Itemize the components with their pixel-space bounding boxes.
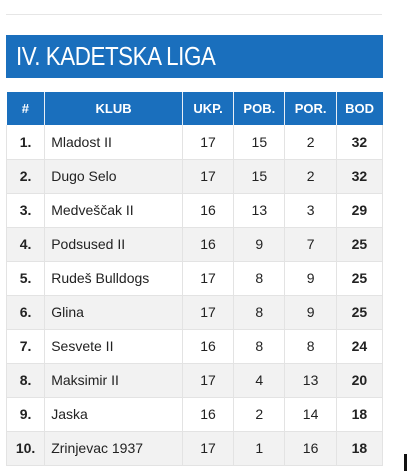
row-position: 7. [5, 329, 45, 364]
row-won: 8 [233, 295, 285, 330]
league-title-bar: IV. KADETSKA LIGA [6, 35, 383, 78]
row-points: 29 [335, 193, 384, 228]
row-club: Medveščak II [44, 193, 183, 228]
row-played: 16 [181, 329, 234, 364]
table-row: 3. Medveščak II 16 13 3 29 [5, 193, 384, 228]
row-club: Podsused II [44, 227, 183, 262]
row-played: 16 [181, 193, 234, 228]
row-points: 18 [335, 397, 384, 432]
row-played: 17 [181, 125, 234, 160]
row-won: 15 [233, 159, 285, 194]
row-played: 17 [181, 261, 234, 296]
row-played: 17 [181, 431, 234, 466]
row-position: 6. [5, 295, 45, 330]
row-position: 5. [5, 261, 45, 296]
header-won: POB. [233, 92, 285, 125]
table-row: 10. Zrinjevac 1937 17 1 16 18 [5, 431, 384, 466]
table-row: 9. Jaska 16 2 14 18 [5, 397, 384, 432]
row-lost: 14 [284, 397, 337, 432]
table-header-row: # KLUB UKP. POB. POR. BOD [6, 92, 383, 125]
row-points: 32 [335, 159, 384, 194]
row-position: 2. [5, 159, 45, 194]
row-position: 3. [5, 193, 45, 228]
row-position: 4. [5, 227, 45, 262]
standings-table: # KLUB UKP. POB. POR. BOD 1. Mladost II … [5, 92, 384, 466]
row-club: Dugo Selo [44, 159, 183, 194]
row-lost: 16 [284, 431, 337, 466]
table-row: 8. Maksimir II 17 4 13 20 [5, 363, 384, 398]
header-lost: POR. [284, 92, 337, 125]
row-won: 1 [233, 431, 285, 466]
row-position: 10. [5, 431, 45, 466]
row-points: 25 [335, 295, 384, 330]
row-points: 24 [335, 329, 384, 364]
row-club: Zrinjevac 1937 [44, 431, 183, 466]
row-won: 8 [233, 329, 285, 364]
row-points: 20 [335, 363, 384, 398]
text-cursor-mark [404, 454, 407, 471]
row-won: 9 [233, 227, 285, 262]
row-position: 1. [5, 125, 45, 160]
row-lost: 8 [284, 329, 337, 364]
row-lost: 2 [284, 125, 337, 160]
row-points: 32 [335, 125, 384, 160]
row-club: Maksimir II [44, 363, 183, 398]
row-won: 13 [233, 193, 285, 228]
row-won: 8 [233, 261, 285, 296]
table-row: 2. Dugo Selo 17 15 2 32 [5, 159, 384, 194]
row-played: 17 [181, 159, 234, 194]
table-row: 6. Glina 17 8 9 25 [5, 295, 384, 330]
row-lost: 3 [284, 193, 337, 228]
row-points: 25 [335, 261, 384, 296]
row-club: Rudeš Bulldogs [44, 261, 183, 296]
row-won: 15 [233, 125, 285, 160]
row-points: 25 [335, 227, 384, 262]
header-points: BOD [335, 92, 383, 125]
row-club: Mladost II [44, 125, 183, 160]
row-played: 16 [181, 227, 234, 262]
row-points: 18 [335, 431, 384, 466]
row-played: 16 [181, 397, 234, 432]
row-won: 4 [233, 363, 285, 398]
row-lost: 7 [284, 227, 337, 262]
header-played: UKP. [181, 92, 234, 125]
row-won: 2 [233, 397, 285, 432]
top-divider [6, 14, 382, 15]
table-row: 5. Rudeš Bulldogs 17 8 9 25 [5, 261, 384, 296]
league-title: IV. KADETSKA LIGA [16, 41, 216, 71]
row-position: 8. [5, 363, 45, 398]
table-row: 4. Podsused II 16 9 7 25 [5, 227, 384, 262]
row-lost: 2 [284, 159, 337, 194]
row-club: Glina [44, 295, 183, 330]
row-club: Sesvete II [44, 329, 183, 364]
header-position: # [6, 92, 45, 125]
row-lost: 13 [284, 363, 337, 398]
row-lost: 9 [284, 261, 337, 296]
table-row: 1. Mladost II 17 15 2 32 [5, 125, 384, 160]
table-row: 7. Sesvete II 16 8 8 24 [5, 329, 384, 364]
header-club: KLUB [44, 92, 183, 125]
row-position: 9. [5, 397, 45, 432]
row-lost: 9 [284, 295, 337, 330]
row-club: Jaska [44, 397, 183, 432]
row-played: 17 [181, 295, 234, 330]
row-played: 17 [181, 363, 234, 398]
